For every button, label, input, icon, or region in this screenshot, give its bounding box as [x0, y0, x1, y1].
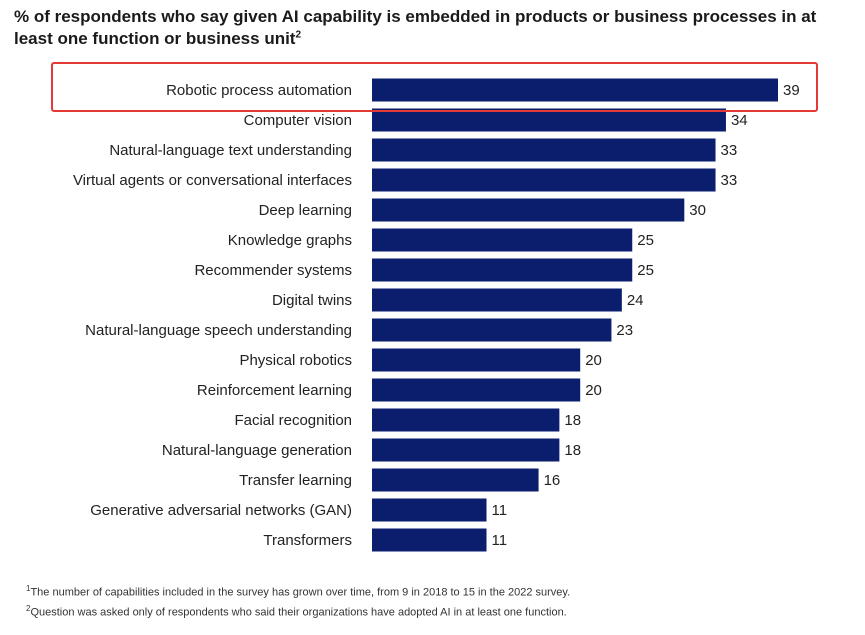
value-label: 33 — [721, 142, 738, 159]
chart-title-text: % of respondents who say given AI capabi… — [14, 7, 817, 48]
bar — [372, 318, 612, 342]
footnote-1-mark: 1 — [26, 584, 31, 593]
category-label: Transfer learning — [239, 472, 352, 489]
value-label: 39 — [783, 82, 800, 99]
category-label: Facial recognition — [234, 412, 352, 429]
category-label: Robotic process automation — [166, 82, 352, 99]
value-label: 11 — [492, 502, 508, 519]
bar — [372, 498, 487, 522]
value-label: 25 — [637, 262, 654, 279]
value-label: 16 — [544, 472, 561, 489]
value-label: 20 — [585, 382, 602, 399]
bar — [372, 168, 716, 192]
category-label: Recommender systems — [194, 262, 352, 279]
bar — [372, 198, 685, 222]
footnotes: 1The number of capabilities included in … — [26, 581, 846, 620]
value-label: 34 — [731, 112, 748, 129]
bar — [372, 288, 622, 312]
chart-title-footnote-mark: 2 — [295, 29, 302, 41]
category-label: Physical robotics — [239, 352, 352, 369]
bar — [372, 468, 539, 492]
value-label: 25 — [637, 232, 654, 249]
footnote-2-mark: 2 — [26, 603, 31, 613]
value-label: 20 — [585, 352, 602, 369]
value-label: 11 — [492, 532, 508, 549]
category-label: Virtual agents or conversational interfa… — [73, 172, 352, 189]
footnote-2: 2Question was asked only of respondents … — [26, 601, 846, 621]
bar — [372, 258, 633, 282]
bar — [372, 408, 560, 432]
bar — [372, 78, 778, 102]
category-label: Reinforcement learning — [197, 382, 352, 399]
bar — [372, 138, 716, 162]
category-label: Knowledge graphs — [228, 232, 352, 249]
bar — [372, 438, 560, 462]
bar — [372, 378, 581, 402]
bar — [372, 228, 633, 252]
category-label: Natural-language text understanding — [109, 142, 352, 159]
chart-title: % of respondents who say given AI capabi… — [14, 6, 844, 50]
bar — [372, 348, 581, 372]
category-label: Transformers — [263, 532, 352, 549]
value-label: 24 — [627, 292, 644, 309]
bar — [372, 108, 726, 132]
footnote-1-text: The number of capabilities included in t… — [30, 586, 571, 599]
bar-chart: Robotic process automation 39 Computer vis… — [51, 62, 818, 552]
bar — [372, 528, 487, 552]
category-label: Natural-language speech understanding — [85, 322, 352, 339]
category-label: Computer vision — [244, 112, 352, 129]
value-label: 30 — [689, 202, 706, 219]
highlight-box — [51, 62, 818, 112]
category-label: Digital twins — [272, 292, 352, 309]
footnote-1: 1The number of capabilities included in … — [26, 581, 846, 601]
category-label: Deep learning — [259, 202, 352, 219]
value-label: 23 — [616, 322, 633, 339]
value-label: 18 — [564, 442, 581, 459]
value-label: 18 — [564, 412, 581, 429]
category-label: Natural-language generation — [162, 442, 352, 459]
value-label: 33 — [721, 172, 738, 189]
footnote-2-text: Question was asked only of respondents w… — [30, 606, 567, 619]
category-label: Generative adversarial networks (GAN) — [90, 502, 352, 519]
